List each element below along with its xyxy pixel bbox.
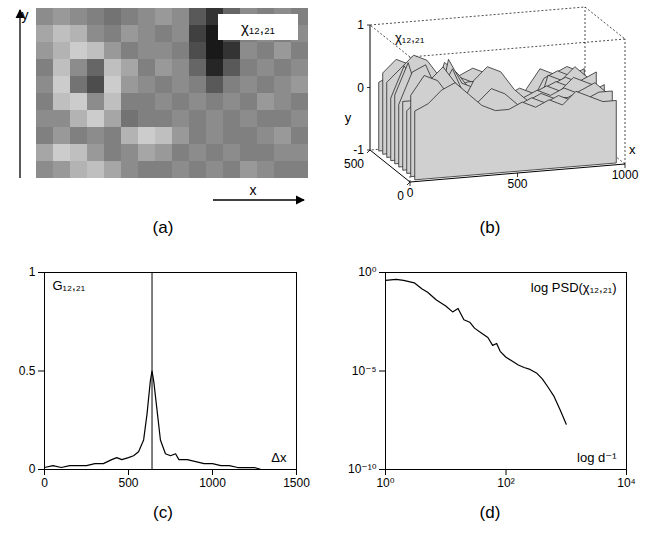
svg-text:χ₁₂,₂₁: χ₁₂,₂₁ [241, 19, 275, 36]
html-text:(b): (b) [479, 218, 501, 237]
svg-text:χ₁₂,₂₁: χ₁₂,₂₁ [395, 30, 425, 45]
svg-text:y: y [345, 110, 352, 125]
svg-text:500: 500 [507, 177, 527, 191]
svg-text:500: 500 [118, 476, 138, 490]
svg-text:500: 500 [344, 157, 364, 171]
html-text:(a): (a) [152, 218, 174, 237]
svg-text:0: 0 [29, 462, 36, 476]
svg-text:10⁻⁵: 10⁻⁵ [352, 364, 377, 378]
svg-text:log d⁻¹: log d⁻¹ [577, 450, 617, 465]
svg-text:G₁₂,₂₁: G₁₂,₂₁ [53, 278, 86, 293]
svg-text:1500: 1500 [283, 476, 310, 490]
svg-text:x: x [629, 142, 636, 157]
svg-text:10⁴: 10⁴ [617, 476, 636, 490]
svg-text:Δx: Δx [271, 450, 287, 465]
svg-text:1000: 1000 [199, 476, 226, 490]
svg-text:x: x [250, 182, 257, 198]
svg-text:1: 1 [29, 265, 36, 279]
svg-text:0.5: 0.5 [19, 364, 36, 378]
svg-text:0: 0 [397, 189, 404, 203]
svg-text:y: y [22, 7, 29, 23]
svg-text:log PSD(χ₁₂,₂₁): log PSD(χ₁₂,₂₁) [531, 280, 617, 295]
svg-text:0: 0 [407, 186, 414, 200]
svg-text:10⁰: 10⁰ [358, 265, 376, 279]
html-text:(d): (d) [479, 503, 501, 522]
svg-text:1000: 1000 [612, 168, 639, 182]
svg-text:-1: -1 [353, 143, 364, 157]
svg-text:10²: 10² [497, 476, 514, 490]
svg-text:10⁰: 10⁰ [376, 476, 394, 490]
svg-text:10⁻¹⁰: 10⁻¹⁰ [348, 462, 377, 476]
svg-text:0: 0 [41, 476, 48, 490]
svg-text:0: 0 [357, 81, 364, 95]
html-text:(c): (c) [153, 503, 173, 522]
svg-text:1: 1 [357, 18, 364, 32]
